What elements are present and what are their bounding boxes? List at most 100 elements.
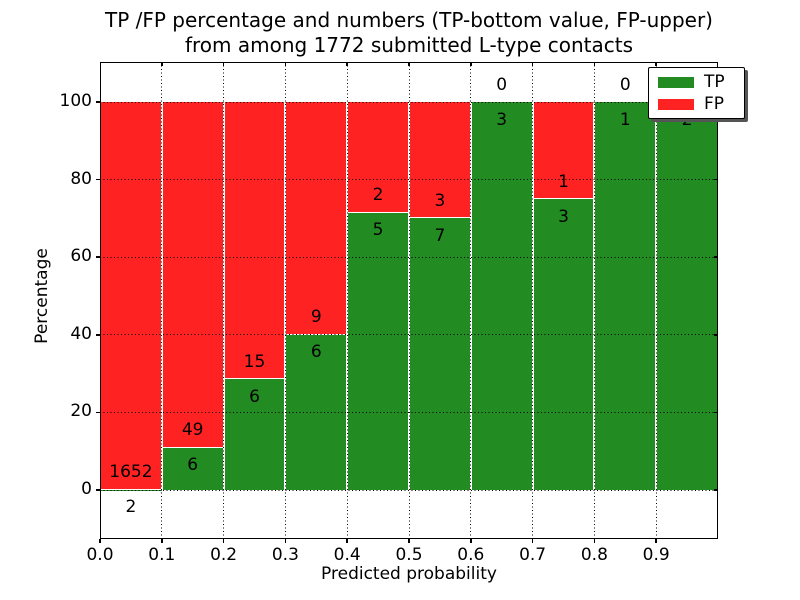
x-tick-label-5: 0.5 <box>395 545 423 565</box>
bar-label-tp-8: 1 <box>619 109 631 130</box>
x-tick-bottom-0.1 <box>161 539 163 543</box>
bar-label-tp-7: 3 <box>558 206 569 227</box>
x-tick-top-0.4 <box>346 62 348 66</box>
bar-label-tp-3: 6 <box>310 342 322 363</box>
y-tick-right-80 <box>714 178 718 181</box>
bar-segment-fp-2 <box>223 102 286 380</box>
chart-title-line2: from among 1772 submitted L-type contact… <box>184 33 634 57</box>
bar-label-tp-0: 2 <box>125 497 137 518</box>
x-tick-label-8: 0.8 <box>580 545 608 565</box>
legend: TP FP <box>648 67 745 119</box>
x-tick-top-0.7 <box>531 62 534 66</box>
bar-segment-tp-6 <box>470 102 533 490</box>
y-tick-label-20: 20 <box>70 401 92 422</box>
x-tick-top-0.1 <box>161 62 163 66</box>
bar-label-fp-7: 1 <box>558 171 569 192</box>
bar-label-tp-1: 6 <box>187 455 199 476</box>
y-tick-left-80 <box>96 178 100 181</box>
bar-0.9-1.0 <box>656 102 718 490</box>
y-tick-label-60: 60 <box>70 246 92 267</box>
legend-label-tp: TP <box>704 71 725 92</box>
x-tick-top-0.8 <box>593 62 596 66</box>
bar-0.5-0.6 <box>409 102 471 490</box>
bar-label-fp-4: 2 <box>372 185 384 206</box>
bar-0.1-0.2 <box>161 102 224 490</box>
x-axis-label: Predicted probability <box>321 564 497 584</box>
bar-segment-tp-7 <box>532 199 595 490</box>
x-tick-bottom-0.0 <box>99 539 101 543</box>
bar-0.7-0.8 <box>532 102 595 490</box>
chart-title-line1: TP /FP percentage and numbers (TP-bottom… <box>105 8 713 32</box>
v-gridline-0.7 <box>532 62 534 539</box>
bar-label-fp-3: 9 <box>310 307 322 328</box>
y-tick-right-0 <box>714 489 718 491</box>
bar-0.0-0.1 <box>100 102 162 490</box>
bar-segment-tp-9 <box>656 102 718 490</box>
bar-label-fp-0: 1652 <box>109 462 153 483</box>
h-gridline-20 <box>100 411 718 413</box>
bar-label-fp-5: 3 <box>434 190 446 211</box>
v-gridline-0.8 <box>593 62 595 539</box>
v-gridline-0.9 <box>655 62 657 539</box>
bar-0.4-0.5 <box>347 102 409 490</box>
bar-segment-fp-7 <box>532 102 595 199</box>
bar-label-tp-6: 3 <box>496 109 508 130</box>
bar-label-fp-1: 49 <box>181 420 204 441</box>
bar-label-tp-4: 5 <box>372 220 384 241</box>
y-tick-right-60 <box>714 256 718 258</box>
x-tick-bottom-0.5 <box>408 539 410 543</box>
h-gridline-60 <box>100 256 718 258</box>
x-tick-label-9: 0.9 <box>642 545 670 565</box>
x-tick-label-1: 0.1 <box>148 545 176 565</box>
v-gridline-0.5 <box>408 62 410 539</box>
bar-0.6-0.7 <box>470 102 533 490</box>
y-tick-left-40 <box>96 334 100 336</box>
y-tick-left-60 <box>96 256 100 258</box>
x-tick-bottom-0.8 <box>593 539 596 543</box>
x-tick-label-0: 0.0 <box>86 545 114 565</box>
bar-label-fp-8: 0 <box>619 74 631 95</box>
y-tick-left-100 <box>96 101 100 103</box>
legend-swatch-fp-icon <box>658 98 694 110</box>
bar-segment-tp-4 <box>347 212 409 490</box>
bar-segment-fp-5 <box>409 102 471 219</box>
bar-segment-tp-5 <box>409 218 471 490</box>
x-tick-top-0.3 <box>284 62 287 66</box>
x-tick-label-2: 0.2 <box>210 545 238 565</box>
x-tick-label-7: 0.7 <box>519 545 547 565</box>
v-gridline-0.4 <box>346 62 348 539</box>
h-gridline-100 <box>100 101 718 103</box>
x-tick-top-0.2 <box>222 62 225 66</box>
y-tick-right-40 <box>714 334 718 336</box>
x-tick-label-3: 0.3 <box>271 545 299 565</box>
x-tick-top-0.9 <box>655 62 657 66</box>
x-tick-top-0.6 <box>470 62 472 66</box>
v-gridline-0.1 <box>161 62 163 539</box>
bar-segment-fp-3 <box>285 102 348 335</box>
legend-item-tp: TP <box>649 71 744 92</box>
bar-segment-tp-1 <box>161 447 224 490</box>
h-gridline-0 <box>100 489 718 491</box>
y-tick-left-20 <box>96 411 100 414</box>
x-tick-bottom-0.2 <box>222 539 225 543</box>
bar-segment-fp-0 <box>100 102 162 490</box>
v-gridline-0.3 <box>284 62 286 539</box>
y-tick-label-80: 80 <box>70 168 92 189</box>
h-gridline-40 <box>100 334 718 336</box>
bar-label-fp-2: 15 <box>243 351 266 372</box>
bar-label-tp-2: 6 <box>249 386 260 407</box>
bar-segment-tp-2 <box>223 379 286 490</box>
x-tick-bottom-0.4 <box>346 539 348 543</box>
x-tick-top-0.5 <box>408 62 410 66</box>
bar-0.2-0.3 <box>223 102 286 490</box>
bar-label-tp-5: 7 <box>434 225 446 246</box>
x-tick-bottom-0.9 <box>655 539 657 543</box>
bar-label-tp-9: 2 <box>681 109 693 130</box>
x-tick-bottom-0.6 <box>470 539 472 543</box>
bar-segment-tp-8 <box>594 102 657 490</box>
bar-segment-fp-1 <box>161 102 224 448</box>
y-tick-left-0 <box>96 489 100 491</box>
v-gridline-0.2 <box>223 62 225 539</box>
bar-segment-fp-4 <box>347 102 409 213</box>
